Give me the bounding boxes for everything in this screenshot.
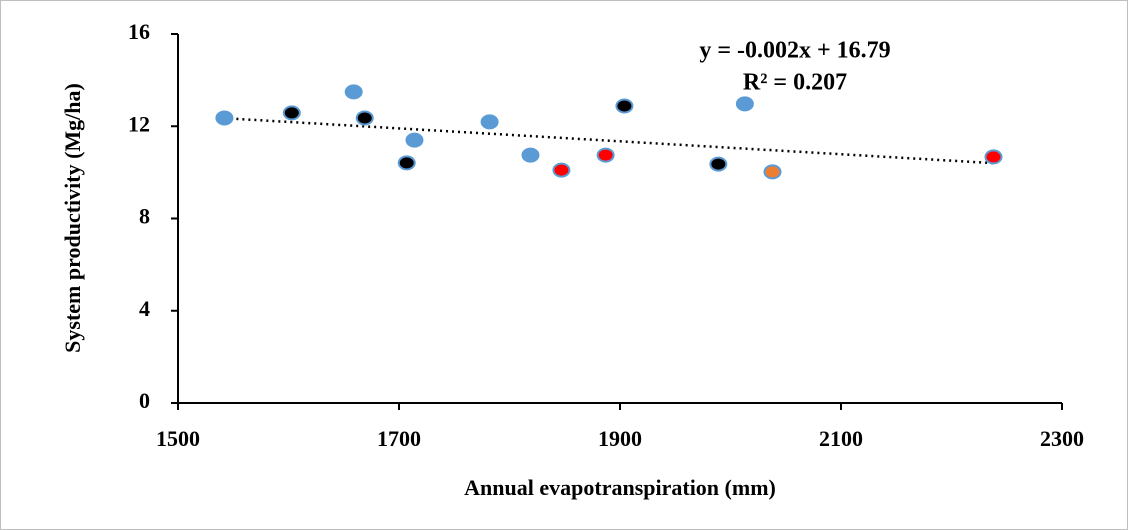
point xyxy=(344,84,363,100)
point xyxy=(984,149,1003,165)
point xyxy=(480,114,499,130)
point xyxy=(735,96,754,112)
y-tick-label: 4 xyxy=(139,296,150,321)
r-squared: R² = 0.207 xyxy=(743,70,847,96)
x-tick-label: 1700 xyxy=(377,426,421,451)
point xyxy=(552,162,571,178)
point xyxy=(615,98,634,114)
point xyxy=(521,147,540,163)
y-tick-label: 0 xyxy=(139,388,150,413)
y-tick-label: 16 xyxy=(128,19,150,44)
point xyxy=(405,132,424,148)
point xyxy=(355,110,374,126)
x-tick-label: 1900 xyxy=(598,426,642,451)
equation: y = -0.002x + 16.79 xyxy=(699,38,890,64)
point xyxy=(596,147,615,163)
x-tick-label: 2300 xyxy=(1040,426,1084,451)
point xyxy=(763,164,782,180)
x-axis-title: Annual evapotranspiration (mm) xyxy=(464,475,776,500)
point xyxy=(397,155,416,171)
x-tick-label: 1500 xyxy=(156,426,200,451)
point xyxy=(709,156,728,172)
y-tick-label: 12 xyxy=(128,111,150,136)
x-tick-label: 2100 xyxy=(819,426,863,451)
y-tick-label: 8 xyxy=(139,204,150,229)
trendline xyxy=(224,116,994,165)
point xyxy=(215,110,234,126)
point xyxy=(282,105,301,121)
y-axis-title: System productivity (Mg/ha) xyxy=(60,83,85,353)
